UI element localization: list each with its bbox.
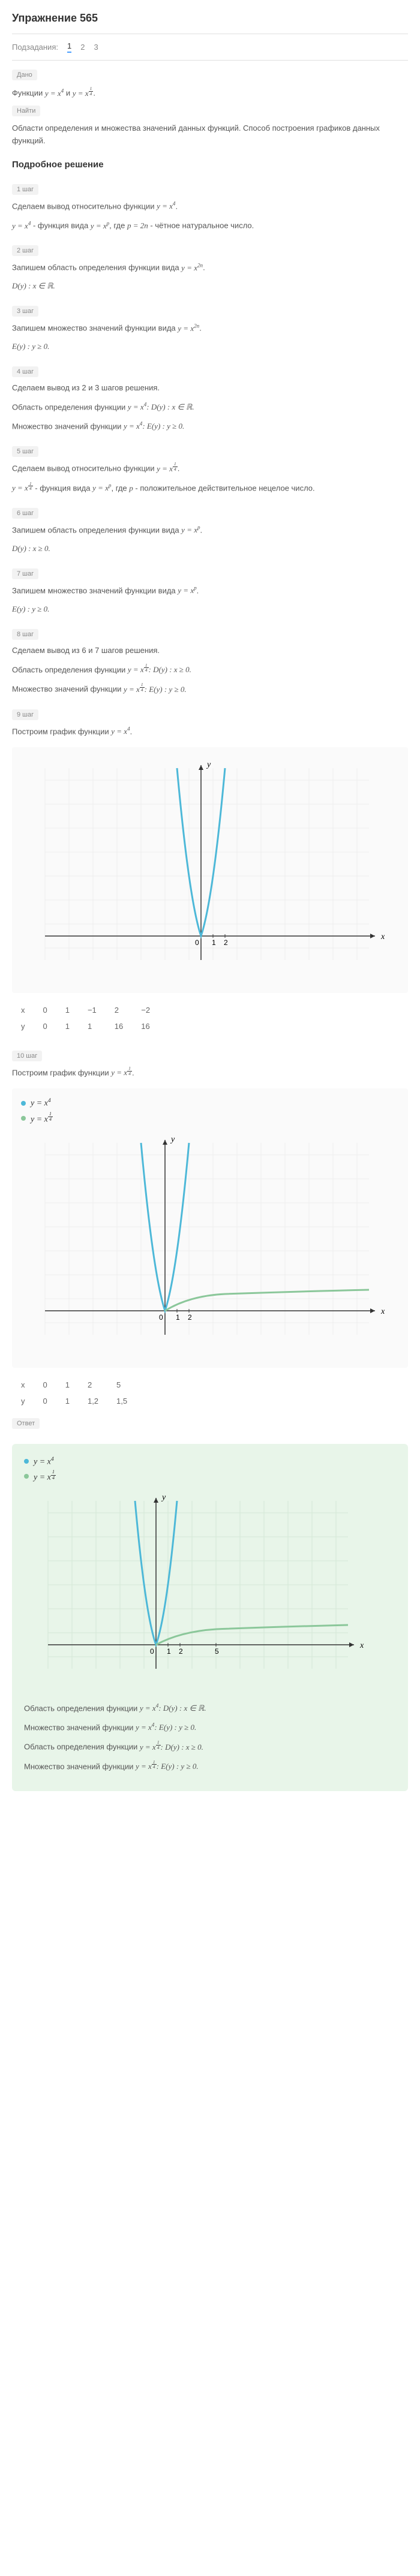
- step-2-text: Запишем область определения функции вида…: [12, 261, 408, 274]
- answer-legend-1: y = x4: [34, 1456, 54, 1467]
- answer-legend-2: y = x14: [34, 1470, 56, 1483]
- graph-1-svg: x y 0 1 2: [21, 756, 393, 984]
- step-10-text: Построим график функции y = x14.: [12, 1066, 408, 1079]
- step-6-text: Запишем область определения функции вида…: [12, 523, 408, 537]
- step-2-label: 2 шаг: [12, 245, 38, 256]
- svg-text:y: y: [161, 1493, 166, 1502]
- subtask-3[interactable]: 3: [94, 43, 98, 52]
- table-row: x0125: [12, 1377, 136, 1393]
- svg-text:1: 1: [212, 938, 216, 947]
- step-5-label: 5 шаг: [12, 446, 38, 457]
- legend-dot-green: [24, 1474, 29, 1479]
- given-text: Функции y = x4 и y = x14.: [12, 86, 408, 100]
- step-1-label: 1 шаг: [12, 184, 38, 195]
- subtask-2[interactable]: 2: [80, 43, 85, 52]
- svg-text:y: y: [170, 1135, 175, 1144]
- graph-2: y = x4 y = x14 x y 0 1 2: [12, 1088, 408, 1367]
- legend-dot-green: [21, 1116, 26, 1121]
- step-8-text: Сделаем вывод из 6 и 7 шагов решения.: [12, 645, 408, 657]
- step-6-formula: D(y) : x ≥ 0.: [12, 543, 408, 555]
- given-pre: Функции: [12, 89, 45, 98]
- svg-text:5: 5: [215, 1647, 219, 1656]
- step-1-formula: y = x4 - функция вида y = xp, где p = 2n…: [12, 219, 408, 232]
- find-label: Найти: [12, 106, 40, 116]
- svg-text:2: 2: [188, 1313, 192, 1322]
- legend-text-1: y = x4: [31, 1097, 51, 1109]
- step-3-text: Запишем множество значений функции вида …: [12, 321, 408, 335]
- svg-text:1: 1: [176, 1313, 180, 1322]
- step-9-label: 9 шаг: [12, 709, 38, 720]
- step-4-line2: Множество значений функции y = x4: E(y) …: [12, 420, 408, 433]
- answer-line-4: Множество значений функции y = x14: E(y)…: [24, 1760, 396, 1773]
- step-2-formula: D(y) : x ∈ ℝ.: [12, 280, 408, 293]
- legend-dot-blue: [24, 1459, 29, 1464]
- table-2: x0125 y011,21,5: [12, 1377, 136, 1409]
- svg-text:0: 0: [159, 1313, 163, 1322]
- svg-text:1: 1: [167, 1647, 171, 1656]
- step-8-line1: Область определения функции y = x14: D(y…: [12, 663, 408, 676]
- step-3-label: 3 шаг: [12, 306, 38, 317]
- answer-label: Ответ: [12, 1418, 40, 1429]
- step-9-text: Построим график функции y = x4.: [12, 725, 408, 738]
- legend-2: y = x4 y = x14: [21, 1097, 399, 1124]
- answer-line-2: Множество значений функции y = x4: E(y) …: [24, 1721, 396, 1734]
- step-4-text: Сделаем вывод из 2 и 3 шагов решения.: [12, 382, 408, 395]
- step-7-text: Запишем множество значений функции вида …: [12, 584, 408, 597]
- svg-text:x: x: [380, 1307, 385, 1316]
- given-f2: y = x14: [73, 89, 94, 98]
- step-8-label: 8 шаг: [12, 629, 38, 640]
- legend-item: y = x4: [24, 1456, 396, 1467]
- subtasks-label: Подзадания:: [12, 43, 58, 52]
- graph-2-svg: x y 0 1 2: [21, 1131, 393, 1359]
- given-f1: y = x4: [45, 89, 64, 98]
- graph-1: x y 0 1 2: [12, 747, 408, 993]
- answer-graph-svg: x y 0 1 2 5: [24, 1489, 372, 1693]
- svg-text:2: 2: [179, 1647, 183, 1656]
- step-3-formula: E(y) : y ≥ 0.: [12, 341, 408, 353]
- step-7-label: 7 шаг: [12, 568, 38, 579]
- step-8-line2: Множество значений функции y = x14: E(y)…: [12, 682, 408, 696]
- step-5-text: Сделаем вывод относительно функции y = x…: [12, 462, 408, 475]
- step-6-label: 6 шаг: [12, 508, 38, 519]
- step-7-formula: E(y) : y ≥ 0.: [12, 603, 408, 616]
- legend-item: y = x14: [21, 1112, 399, 1125]
- table-row: y0111616: [12, 1018, 159, 1034]
- given-mid: и: [66, 89, 73, 98]
- y-label: y: [206, 760, 211, 769]
- svg-text:0: 0: [150, 1647, 154, 1656]
- table-row: x01−12−2: [12, 1002, 159, 1018]
- given-label: Дано: [12, 70, 37, 80]
- answer-line-1: Область определения функции y = x4: D(y)…: [24, 1702, 396, 1715]
- find-text: Области определения и множества значений…: [12, 122, 408, 148]
- svg-text:2: 2: [224, 938, 228, 947]
- svg-text:0: 0: [195, 938, 199, 947]
- legend-item: y = x4: [21, 1097, 399, 1109]
- legend-text-2: y = x14: [31, 1112, 53, 1125]
- x-label: x: [380, 932, 385, 941]
- answer-box: y = x4 y = x14 x y 0 1 2 5: [12, 1444, 408, 1792]
- exercise-title: Упражнение 565: [12, 12, 408, 25]
- svg-text:x: x: [359, 1641, 364, 1650]
- given-post: .: [93, 89, 95, 98]
- step-4-line1: Область определения функции y = x4: D(y)…: [12, 401, 408, 414]
- legend-item: y = x14: [24, 1470, 396, 1483]
- answer-legend: y = x4 y = x14: [24, 1456, 396, 1483]
- step-10-label: 10 шаг: [12, 1051, 42, 1061]
- step-4-label: 4 шаг: [12, 366, 38, 377]
- answer-line-3: Область определения функции y = x14: D(y…: [24, 1740, 396, 1753]
- step-5-formula: y = x14 - функция вида y = xp, где p - п…: [12, 482, 408, 495]
- legend-dot-blue: [21, 1101, 26, 1106]
- table-row: y011,21,5: [12, 1393, 136, 1409]
- solution-title: Подробное решение: [12, 160, 408, 170]
- step-1-text: Сделаем вывод относительно функции y = x…: [12, 200, 408, 213]
- subtask-1[interactable]: 1: [67, 41, 71, 53]
- subtasks-bar: Подзадания: 1 2 3: [12, 34, 408, 61]
- table-1: x01−12−2 y0111616: [12, 1002, 159, 1034]
